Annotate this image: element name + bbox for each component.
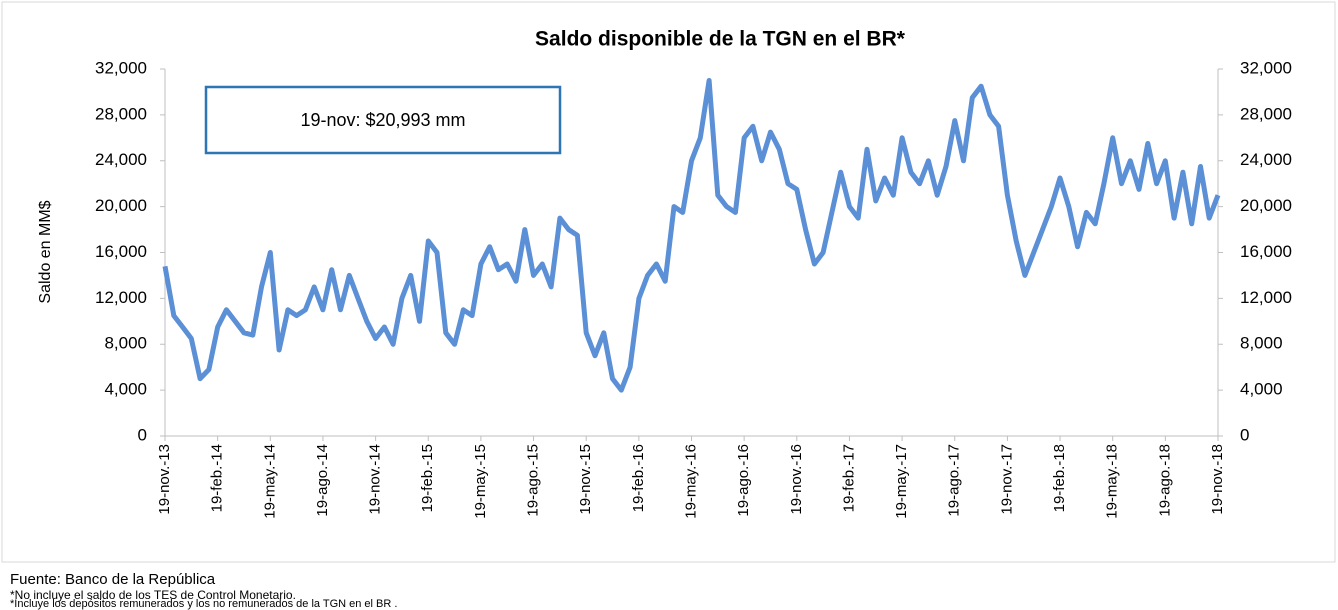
y-tick-label: 8,000 [104,334,147,353]
x-tick-label: 19-nov.-13 [156,444,173,515]
y2-tick-label: 24,000 [1240,150,1292,169]
x-tick-label: 19-ago.-18 [1156,444,1173,517]
y-tick-label: 32,000 [95,58,147,77]
y2-tick-label: 28,000 [1240,104,1292,123]
x-tick-label: 19-feb.-17 [840,444,857,512]
y2-tick-label: 32,000 [1240,58,1292,77]
x-tick-label: 19-ago.-15 [525,444,542,517]
y2-tick-label: 20,000 [1240,196,1292,215]
y2-tick-label: 8,000 [1240,334,1283,353]
x-tick-label: 19-ago.-17 [946,444,963,517]
y2-tick-label: 4,000 [1240,380,1283,399]
annotation: 19-nov: $20,993 mm [300,110,465,130]
x-tick-label: 19-nov.-17 [998,444,1015,515]
x-tick-label: 19-may.-17 [893,444,910,519]
y-axis-label: Saldo en MM$ [37,200,54,303]
x-tick-label: 19-may.-15 [472,444,489,519]
y2-tick-label: 12,000 [1240,288,1292,307]
x-tick-label: 19-nov.-14 [367,444,384,515]
x-tick-label: 19-feb.-18 [1051,444,1068,512]
x-tick-label: 19-may.-18 [1104,444,1121,519]
note: *Incluye los depósitos remunerados y los… [10,598,397,610]
chart-frame [1,1,1336,563]
chart-title: Saldo disponible de la TGN en el BR* [535,28,906,51]
y-tick-label: 28,000 [95,104,147,123]
x-tick-label: 19-nov.-16 [788,444,805,515]
y2-tick-label: 16,000 [1240,242,1292,261]
x-tick-label: 19-ago.-16 [735,444,752,517]
source: Fuente: Banco de la República [10,571,216,588]
x-tick-label: 19-nov.-18 [1209,444,1226,515]
y-tick-label: 0 [138,425,147,444]
y-tick-label: 16,000 [95,242,147,261]
y-tick-label: 20,000 [95,196,147,215]
y-tick-label: 24,000 [95,150,147,169]
x-tick-label: 19-feb.-14 [209,444,226,512]
x-tick-label: 19-may.-14 [261,444,278,519]
x-tick-label: 19-feb.-15 [419,444,436,512]
line [162,78,1221,393]
note: *No incluye el saldo de los TES de Contr… [10,588,296,602]
x-tick-label: 19-feb.-16 [630,444,647,512]
y2-tick-label: 0 [1240,425,1249,444]
y-tick-label: 12,000 [95,288,147,307]
annotation-box [204,85,562,155]
x-tick-label: 19-nov.-15 [577,444,594,515]
x-tick-label: 19-ago.-14 [314,444,331,517]
x-tick-label: 19-may.-16 [682,444,699,519]
y-tick-label: 4,000 [104,380,147,399]
